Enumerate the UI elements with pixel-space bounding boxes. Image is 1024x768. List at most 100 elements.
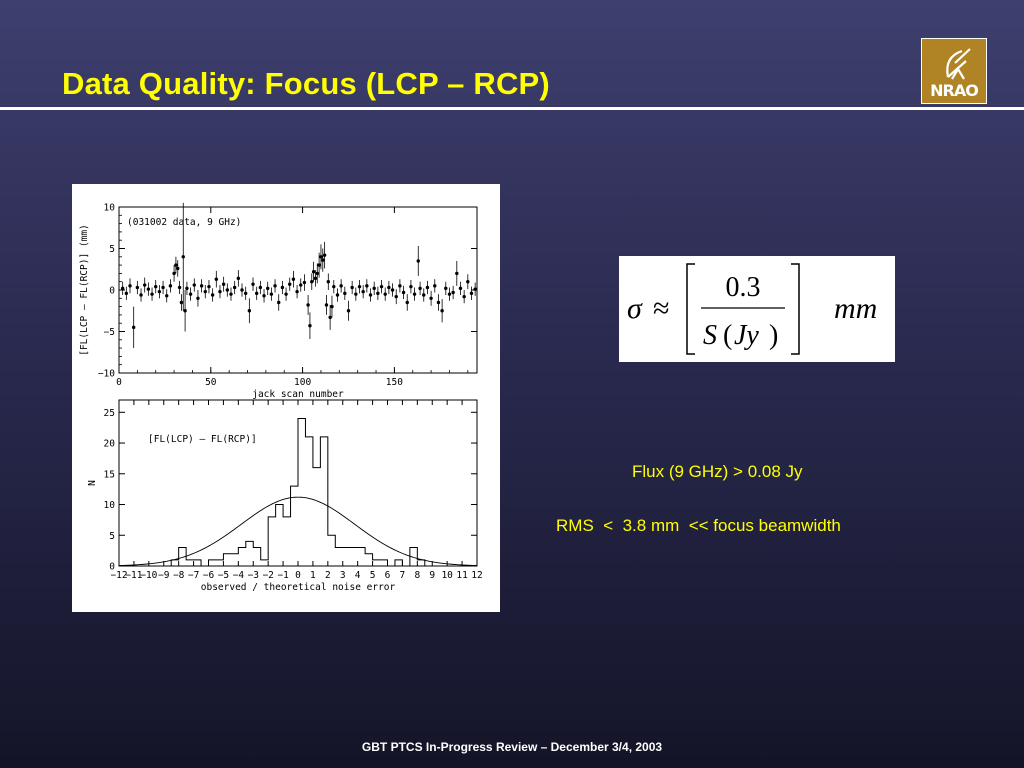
histogram-bar [171,560,178,566]
formula-approx: ≈ [653,292,669,325]
scatter-point [317,263,321,267]
radio-telescope-logo-icon: NRAO [922,39,986,103]
formula-denominator-s: S [703,320,717,351]
histogram-bar [291,486,298,566]
scatter-point [181,255,185,259]
histogram-annotation: [FL(LCP) – FL(RCP)] [148,434,257,445]
histogram-xtick-label: −12 [110,570,127,581]
histogram-bar [320,437,327,566]
scatter-point [299,283,303,287]
scatter-point [150,292,154,296]
scatter-point [313,276,318,281]
scatter-point [436,300,441,305]
scatter-frame [118,206,478,374]
scatter-point [221,282,226,286]
scatter-point [269,292,274,296]
scatter-point [398,284,402,288]
histogram-bar [253,548,260,566]
scatter-point [288,282,292,286]
scatter-point [131,325,136,330]
scatter-point [146,287,151,291]
rms-note: RMS < 3.8 mm << focus beamwidth [556,516,841,535]
histogram-xtick-label: −5 [218,570,229,581]
histogram-bar [246,541,253,566]
scatter-point [232,285,237,290]
scatter-point [284,292,288,296]
scatter-point [207,284,211,289]
scatter-point [165,294,169,298]
histogram-bar [186,560,193,566]
nrao-logo: NRAO [921,38,987,104]
histogram-bar [223,554,230,566]
scatter-point [379,284,384,289]
scatter-xtick-label: 100 [294,377,311,388]
histogram-bar [380,560,387,566]
histogram-bar [313,468,320,566]
histogram-xtick-label: −3 [248,570,259,581]
histogram-ytick-label: 0 [109,562,115,573]
histogram-xtick-label: 12 [471,570,482,581]
scatter-point [447,292,452,296]
histogram-bar [231,554,238,566]
scatter-point [251,282,255,286]
histogram-ytick-label: 20 [104,439,116,450]
histogram-bar [358,548,365,566]
scatter-ytick-label: −10 [98,369,115,380]
histogram-bar [238,548,245,566]
histogram-xtick-label: 8 [414,570,420,581]
scatter-point [128,284,132,288]
scatter-point [262,294,266,298]
formula-numerator: 0.3 [726,272,761,303]
histogram-xtick-label: 4 [355,570,361,581]
scatter-point [354,292,358,296]
scatter-point [321,258,325,262]
scatter-point [161,285,165,290]
histogram-xtick-label: 1 [310,570,316,581]
histogram-bar [395,560,402,566]
histogram-bar [373,560,380,566]
formula-sigma: σ [627,292,643,325]
formula-left-bracket [686,263,695,355]
histogram-xtick-label: −11 [125,570,142,581]
formula-denominator-close-paren: ) [769,320,778,351]
histogram-bar [276,505,283,566]
formula-denominator-jy: Jy [734,320,759,351]
plot-panel: −10 −5 0 5 10 0 50 100 150 (031002 data, 9 GHz) … [72,184,500,612]
scatter-point [357,284,362,289]
scatter-point [368,293,373,297]
scatter-point [188,292,193,296]
scatter-point [473,287,477,291]
scatter-point [243,291,248,296]
histogram-xtick-label: 5 [370,570,376,581]
scatter-point [258,285,263,290]
histogram-bar [350,548,357,566]
histogram-xtick-label: −9 [158,570,170,581]
scatter-point [183,309,187,313]
histogram-xtick-label: 0 [295,570,301,581]
histogram-xtick-label: −1 [277,570,289,581]
scatter-point [277,300,281,305]
scatter-point [451,290,455,295]
histogram-bar [343,548,350,566]
scatter-point [225,288,230,292]
histogram-xtick-label: −8 [173,570,185,581]
scatter-point [240,288,244,292]
histogram-xtick-label: 11 [456,570,468,581]
formula-right-bracket [791,263,800,355]
scatter-point [409,284,413,289]
scatter-point [210,293,215,297]
scatter-point [458,286,463,291]
flux-note: Flux (9 GHz) > 0.08 Jy [632,462,803,481]
histogram-xtick-label: −7 [188,570,199,581]
histogram-gaussian-fit [118,496,478,566]
scatter-point [203,289,207,294]
scatter-point [387,285,391,290]
logo-text: NRAO [930,81,978,100]
scatter-xtick-label: 150 [386,377,403,388]
scatter-point [229,292,233,296]
scatter-point [350,285,354,290]
scatter-xtick-label: 50 [205,377,217,388]
histogram-ytick-label: 10 [104,500,116,511]
